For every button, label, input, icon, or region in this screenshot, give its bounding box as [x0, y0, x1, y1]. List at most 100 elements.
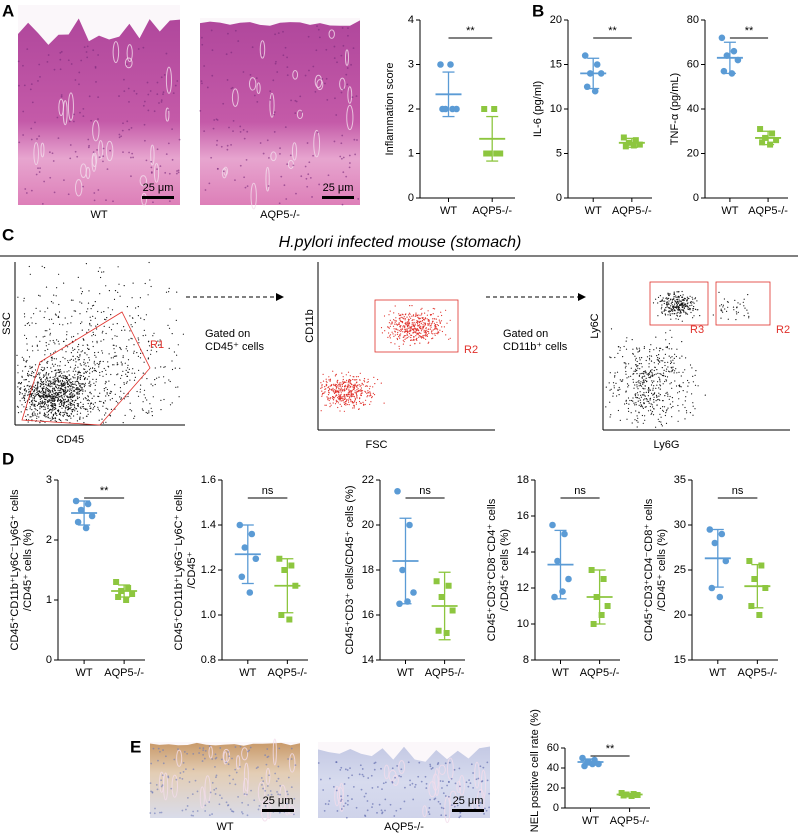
event-dot [27, 421, 29, 423]
nucleus [295, 192, 297, 195]
event-dot [71, 383, 73, 385]
event-dot [62, 356, 64, 358]
data-dot [598, 612, 605, 618]
event-dot [653, 362, 655, 364]
event-dot [150, 349, 152, 351]
nucleus [156, 168, 158, 170]
nucleus [43, 180, 46, 183]
event-dot [408, 319, 410, 321]
event-dot [641, 394, 644, 396]
event-dot [72, 349, 74, 351]
event-dot [64, 378, 67, 380]
event-dot [632, 348, 634, 350]
nucleus [483, 812, 485, 815]
event-dot [662, 300, 664, 302]
nucleus [73, 113, 75, 116]
event-dot [427, 330, 429, 332]
event-dot [643, 399, 645, 401]
event-dot [679, 311, 681, 313]
event-dot [50, 301, 53, 303]
event-dot [88, 329, 90, 331]
event-dot [667, 393, 669, 395]
event-dot [50, 402, 52, 404]
event-dot [105, 319, 107, 321]
event-dot [632, 397, 634, 399]
event-dot [748, 317, 750, 319]
event-dot [661, 367, 663, 369]
event-dot [704, 394, 706, 396]
event-dot [150, 383, 152, 385]
event-dot [644, 372, 646, 374]
event-dot [81, 321, 83, 323]
nucleus [220, 145, 223, 148]
event-dot [108, 395, 110, 397]
event-dot [669, 383, 671, 385]
event-dot [83, 422, 85, 424]
event-dot [67, 398, 70, 400]
nucleus [342, 156, 345, 159]
event-dot [347, 371, 350, 373]
gating-note: CD45⁺ cells [205, 341, 264, 353]
event-dot [68, 380, 70, 382]
nucleus [384, 798, 387, 801]
event-dot [338, 388, 340, 390]
event-dot [349, 395, 351, 397]
event-dot [45, 286, 48, 288]
nucleus [78, 83, 80, 86]
event-dot [640, 363, 642, 365]
event-dot [89, 324, 91, 326]
event-dot [662, 375, 665, 377]
event-dot [31, 372, 33, 374]
y-tick-label: 35 [674, 474, 686, 486]
nucleus [333, 45, 336, 48]
nucleus [447, 795, 450, 798]
y-tick-label: 20 [362, 519, 374, 531]
event-dot [638, 363, 641, 365]
nucleus [308, 69, 310, 72]
event-dot [101, 332, 103, 334]
data-dot [604, 603, 611, 609]
event-dot [46, 366, 48, 369]
nucleus [244, 186, 247, 189]
gland [422, 805, 427, 818]
event-dot [341, 390, 343, 392]
event-dot [45, 416, 47, 418]
event-dot [321, 394, 323, 396]
event-dot [352, 407, 354, 409]
nucleus [239, 745, 242, 748]
event-dot [57, 384, 59, 386]
event-dot [424, 322, 426, 324]
y-tick-label: 1.0 [201, 609, 216, 621]
event-dot [52, 379, 54, 381]
nucleus [234, 768, 237, 771]
event-dot [92, 345, 94, 348]
event-dot [672, 359, 674, 361]
y-axis-label: TUNEL positive cell rate (%) [529, 709, 541, 833]
event-dot [17, 372, 19, 374]
nucleus [347, 27, 349, 30]
event-dot [354, 379, 356, 381]
event-dot [402, 343, 404, 345]
nucleus [278, 202, 281, 205]
event-dot [655, 373, 657, 375]
event-dot [94, 389, 96, 391]
event-dot [649, 398, 651, 400]
event-dot [30, 374, 32, 376]
nucleus [277, 32, 280, 35]
nucleus [339, 155, 342, 158]
event-dot [666, 409, 668, 411]
data-dot [718, 34, 726, 42]
event-dot [53, 395, 55, 397]
flow-x-label: Ly6G [654, 439, 680, 451]
nucleus [276, 71, 279, 73]
event-dot [87, 402, 89, 405]
event-dot [45, 381, 47, 383]
tissue [18, 18, 180, 205]
event-dot [636, 420, 638, 422]
event-dot [62, 384, 64, 386]
nucleus [342, 88, 345, 91]
event-dot [360, 402, 362, 404]
event-dot [403, 335, 405, 337]
gland [163, 772, 169, 801]
event-dot [77, 380, 79, 382]
